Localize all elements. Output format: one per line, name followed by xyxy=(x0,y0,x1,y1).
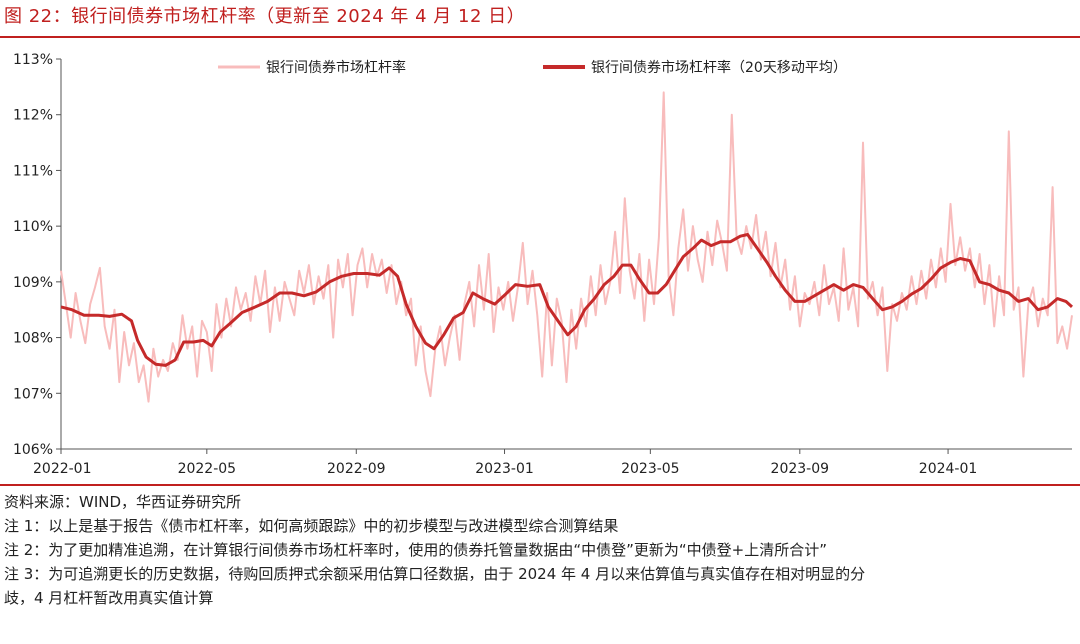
x-tick-label: 2022-09 xyxy=(327,461,386,476)
y-tick-label: 111% xyxy=(13,163,53,179)
x-tick-label: 2023-01 xyxy=(475,461,534,476)
y-tick-label: 112% xyxy=(13,108,53,124)
notes-block: 资料来源：WIND，华西证券研究所 注 1：以上是基于报告《债市杠杆率，如何高频… xyxy=(4,490,1076,610)
note-3: 注 3：为可追溯更长的历史数据，待购回质押式余额采用估算口径数据，由于 2024… xyxy=(4,565,866,583)
legend-daily-label: 银行间债券市场杠杆率 xyxy=(266,59,406,76)
y-tick-label: 106% xyxy=(13,442,53,458)
y-tick-label: 109% xyxy=(13,275,53,291)
note-2: 注 2：为了更加精准追溯，在计算银行间债券市场杠杆率时，使用的债券托管量数据由“… xyxy=(4,541,827,559)
x-tick-label: 2023-09 xyxy=(771,461,830,476)
y-tick-label: 110% xyxy=(13,219,53,235)
x-tick-label: 2022-05 xyxy=(178,461,237,476)
y-tick-label: 108% xyxy=(13,331,53,347)
legend-ma20-label: 银行间债券市场杠杆率（20天移动平均） xyxy=(591,59,847,76)
leverage-line-chart: 106% 107% 108% 109% 110% 111% 112% 113% 2022-01 2… xyxy=(13,52,1074,476)
y-tick-label: 107% xyxy=(13,386,53,402)
note-3-continued: 歧，4 月杠杆暂改用真实值计算 xyxy=(4,589,214,607)
x-tick-label: 2022-01 xyxy=(33,461,92,476)
title-rule xyxy=(0,36,1080,38)
x-tick-label: 2023-05 xyxy=(621,461,680,476)
note-1: 注 1：以上是基于报告《债市杠杆率，如何高频跟踪》中的初步模型与改进模型综合测算… xyxy=(4,517,619,535)
x-tick-label: 2024-01 xyxy=(919,461,978,476)
figure-title: 图 22：银行间债券市场杠杆率（更新至 2024 年 4 月 12 日） xyxy=(4,6,526,27)
y-tick-label: 113% xyxy=(13,52,53,68)
ma20-leverage-line xyxy=(60,233,1074,367)
source-note: 资料来源：WIND，华西证券研究所 xyxy=(4,493,242,511)
daily-leverage-line xyxy=(60,91,1073,403)
notes-rule xyxy=(0,484,1080,486)
